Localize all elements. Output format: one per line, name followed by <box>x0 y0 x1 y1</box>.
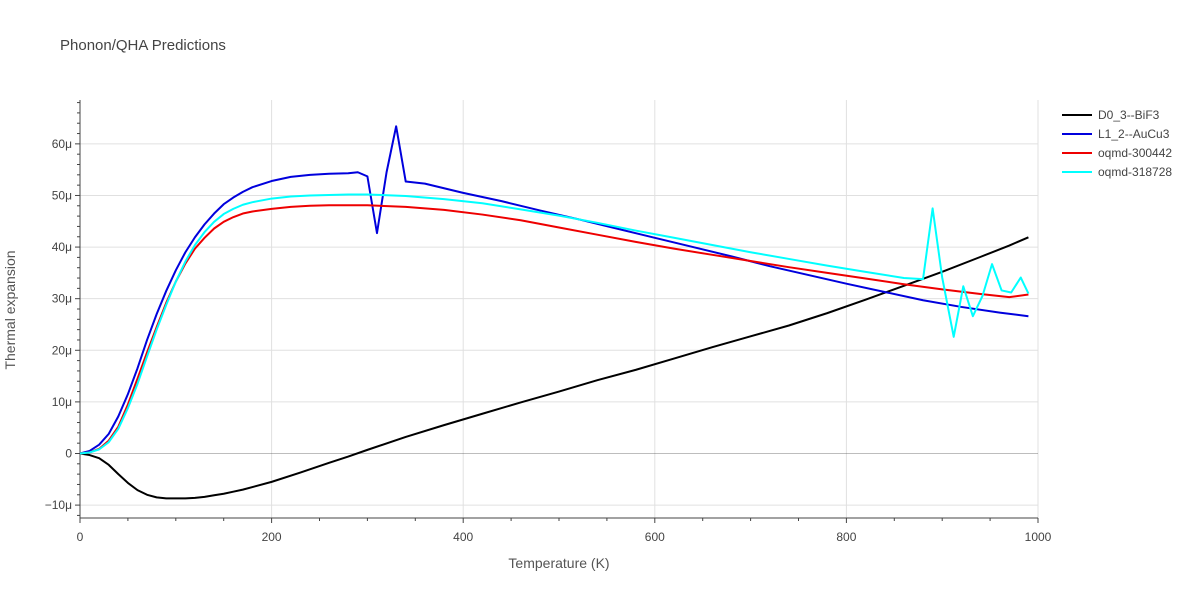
x-tick-label: 1000 <box>1025 530 1052 544</box>
chart-title: Phonon/QHA Predictions <box>60 37 226 54</box>
series-line-oqmd-300442[interactable] <box>79 204 1029 455</box>
legend-item[interactable]: D0_3--BiF3 <box>1062 108 1160 122</box>
y-tick-label: 20μ <box>52 343 72 357</box>
legend-label: D0_3--BiF3 <box>1098 108 1160 122</box>
y-tick-label: 10μ <box>52 395 72 409</box>
series-layer <box>79 125 1030 500</box>
y-tick-label: 50μ <box>52 188 72 202</box>
series-line-d0-3-bif3[interactable] <box>79 236 1029 500</box>
x-tick-label: 0 <box>77 530 84 544</box>
grid-layer <box>80 100 1039 518</box>
legend-item[interactable]: oqmd-318728 <box>1062 165 1172 179</box>
x-tick-label: 200 <box>262 530 282 544</box>
legend-label: L1_2--AuCu3 <box>1098 127 1170 141</box>
x-tick-label: 600 <box>645 530 665 544</box>
y-tick-label: 30μ <box>52 292 72 306</box>
y-tick-label: −10μ <box>45 498 72 512</box>
y-tick-label: 0 <box>65 446 72 460</box>
x-tick-label: 800 <box>836 530 856 544</box>
legend-item[interactable]: L1_2--AuCu3 <box>1062 127 1170 141</box>
legend-label: oqmd-318728 <box>1098 165 1172 179</box>
series-line-oqmd-318728[interactable] <box>79 193 1030 455</box>
axis-layer: 0 200 400 600 800 1000 −10μ 0 10μ 20μ 30μ 40μ 50μ 60μ <box>45 100 1052 544</box>
series-line-l1-2-aucu3[interactable] <box>79 125 1029 455</box>
y-axis-title: Thermal expansion <box>2 250 18 369</box>
legend[interactable]: D0_3--BiF3 L1_2--AuCu3 oqmd-300442 oqmd-318… <box>1062 108 1172 179</box>
x-tick-label: 400 <box>453 530 473 544</box>
legend-item[interactable]: oqmd-300442 <box>1062 146 1172 160</box>
legend-label: oqmd-300442 <box>1098 146 1172 160</box>
y-tick-label: 60μ <box>52 137 72 151</box>
y-tick-label: 40μ <box>52 240 72 254</box>
x-axis-title: Temperature (K) <box>508 555 609 571</box>
